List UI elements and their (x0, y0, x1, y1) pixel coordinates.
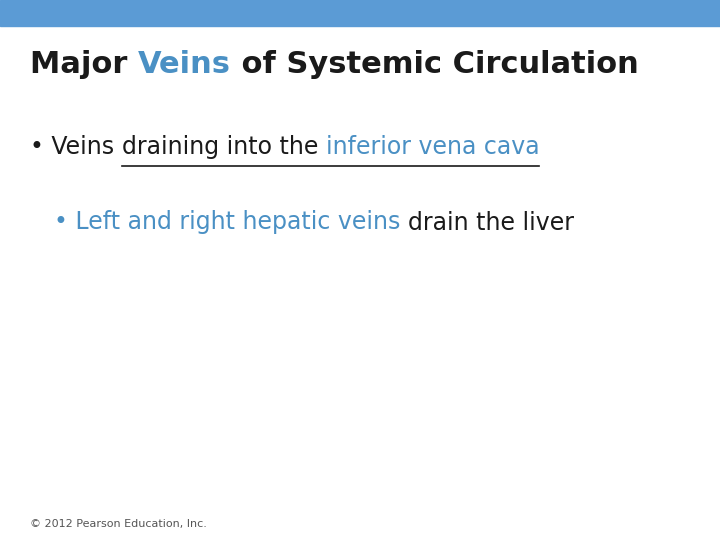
Text: © 2012 Pearson Education, Inc.: © 2012 Pearson Education, Inc. (30, 518, 207, 529)
Bar (0, 0, 720, 26)
Text: • Veins: • Veins (30, 135, 122, 159)
Text: Veins: Veins (138, 50, 231, 79)
Text: inferior vena cava: inferior vena cava (325, 135, 539, 159)
Text: Major: Major (30, 50, 138, 79)
Text: • Left and right hepatic veins: • Left and right hepatic veins (54, 211, 408, 234)
Text: of Systemic Circulation: of Systemic Circulation (231, 50, 639, 79)
Text: drain the liver: drain the liver (408, 211, 574, 234)
Text: draining into the: draining into the (122, 135, 325, 159)
